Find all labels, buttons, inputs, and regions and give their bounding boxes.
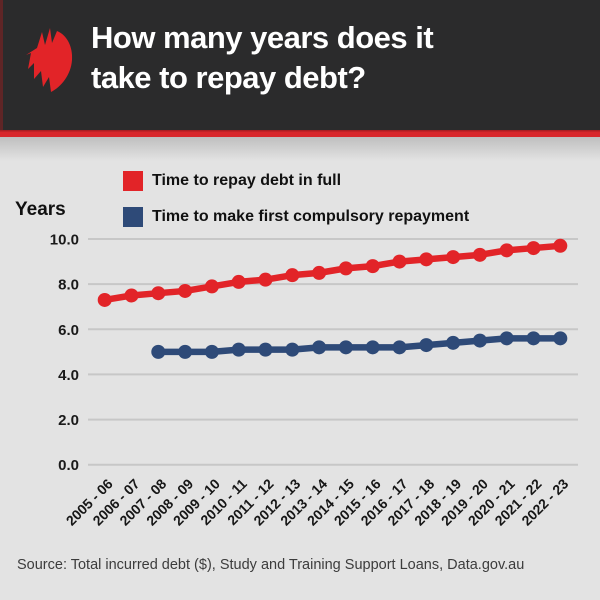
legend-label: Time to make first compulsory repayment [152, 208, 470, 225]
legend-swatch-blue [123, 207, 143, 227]
data-point [312, 265, 327, 280]
y-axis-title: Years [15, 199, 66, 220]
data-point [97, 292, 112, 307]
y-tick-label: 0.0 [58, 457, 79, 474]
y-tick-label: 4.0 [58, 367, 79, 384]
data-point [553, 331, 568, 346]
data-point [231, 342, 246, 357]
data-point [178, 283, 193, 298]
y-tick-label: 8.0 [58, 277, 79, 294]
red-accent-stripe [0, 130, 600, 137]
data-point [419, 338, 434, 353]
series-line [155, 335, 564, 356]
y-tick-label: 6.0 [58, 322, 79, 339]
data-point [231, 274, 246, 289]
data-point [526, 241, 541, 256]
data-point [446, 250, 461, 265]
page-title-line1: How many years does it [91, 20, 434, 55]
data-point [499, 331, 514, 346]
data-point [472, 333, 487, 348]
data-point [178, 344, 193, 359]
data-point [285, 268, 300, 283]
legend-item-first-repayment: Time to make first compulsory repayment [123, 203, 469, 231]
data-point [285, 342, 300, 357]
data-point [499, 243, 514, 258]
data-point [151, 344, 166, 359]
data-point [472, 247, 487, 262]
page-title-line2: take to repay debt? [91, 60, 366, 95]
data-point [365, 259, 380, 274]
legend-item-repay-full: Time to repay debt in full [123, 167, 469, 195]
data-point [204, 279, 219, 294]
data-point [258, 342, 273, 357]
data-point [526, 331, 541, 346]
data-point [312, 340, 327, 355]
data-point [204, 344, 219, 359]
data-point [258, 272, 273, 287]
series-line [101, 242, 564, 304]
page-title: How many years does it take to repay deb… [91, 18, 591, 98]
data-point [446, 335, 461, 350]
legend-label: Time to repay debt in full [152, 172, 342, 189]
source-note: Source: Total incurred debt ($), Study a… [17, 557, 525, 573]
data-point [124, 288, 139, 303]
y-tick-label: 2.0 [58, 412, 79, 429]
data-point [338, 261, 353, 276]
banner-drop-shadow [0, 137, 600, 161]
sbs-logo-icon [26, 28, 73, 92]
data-point [392, 254, 407, 269]
data-point [365, 340, 380, 355]
legend-swatch-red [123, 171, 143, 191]
header-banner: How many years does it take to repay deb… [0, 0, 600, 130]
data-point [151, 286, 166, 301]
y-tick-label: 10.0 [50, 232, 79, 249]
data-point [392, 340, 407, 355]
data-point [553, 238, 568, 253]
chart-legend: Time to repay debt in full Time to make … [123, 167, 469, 239]
data-point [419, 252, 434, 267]
data-point [338, 340, 353, 355]
